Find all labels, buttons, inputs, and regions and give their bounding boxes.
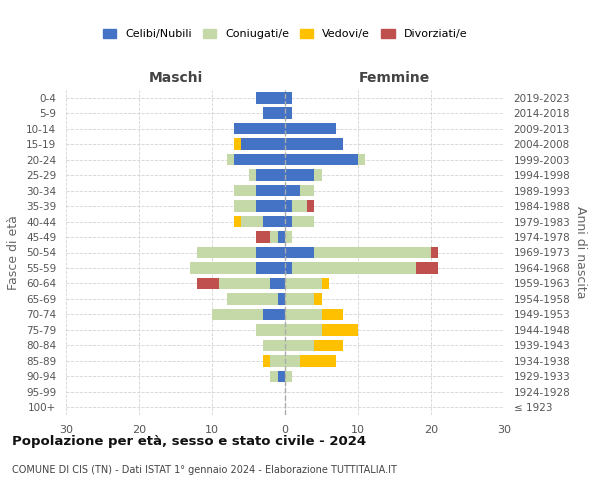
Bar (256, 92, 285, 104)
Bar (285, 170, 314, 181)
Bar (285, 231, 292, 243)
Bar (307, 200, 314, 212)
Bar (263, 340, 285, 351)
Y-axis label: Fasce di età: Fasce di età (7, 215, 20, 290)
Bar (285, 108, 292, 119)
Bar (431, 246, 438, 258)
Bar (322, 324, 358, 336)
Bar (322, 308, 343, 320)
Text: Maschi: Maschi (148, 71, 203, 85)
Bar (285, 138, 343, 150)
Bar (292, 200, 307, 212)
Bar (285, 154, 358, 166)
Bar (256, 246, 285, 258)
Bar (285, 216, 292, 228)
Bar (292, 216, 314, 228)
Bar (256, 231, 271, 243)
Bar (285, 92, 292, 104)
Text: Femmine: Femmine (359, 71, 430, 85)
Bar (234, 200, 256, 212)
Bar (256, 185, 285, 196)
Bar (292, 262, 416, 274)
Bar (314, 246, 431, 258)
Y-axis label: Anni di nascita: Anni di nascita (574, 206, 587, 298)
Bar (285, 200, 292, 212)
Bar (314, 340, 343, 351)
Bar (241, 216, 263, 228)
Bar (285, 262, 292, 274)
Bar (263, 216, 285, 228)
Bar (263, 108, 285, 119)
Bar (278, 370, 285, 382)
Bar (278, 231, 285, 243)
Bar (278, 293, 285, 304)
Bar (256, 324, 285, 336)
Bar (271, 278, 285, 289)
Bar (271, 370, 278, 382)
Bar (285, 355, 299, 366)
Bar (314, 170, 322, 181)
Bar (285, 246, 314, 258)
Bar (234, 216, 241, 228)
Bar (271, 231, 278, 243)
Bar (299, 355, 336, 366)
Text: Popolazione per età, sesso e stato civile - 2024: Popolazione per età, sesso e stato civil… (12, 435, 366, 448)
Bar (263, 308, 285, 320)
Bar (256, 200, 285, 212)
Bar (234, 154, 285, 166)
Bar (285, 324, 322, 336)
Bar (285, 308, 322, 320)
Bar (285, 340, 314, 351)
Bar (299, 185, 314, 196)
Bar (248, 170, 256, 181)
Bar (234, 185, 256, 196)
Bar (227, 293, 278, 304)
Bar (227, 154, 234, 166)
Text: COMUNE DI CIS (TN) - Dati ISTAT 1° gennaio 2024 - Elaborazione TUTTITALIA.IT: COMUNE DI CIS (TN) - Dati ISTAT 1° genna… (12, 465, 397, 475)
Bar (322, 278, 329, 289)
Bar (197, 278, 220, 289)
Bar (241, 138, 285, 150)
Bar (190, 262, 256, 274)
Bar (263, 355, 271, 366)
Bar (197, 246, 256, 258)
Bar (285, 123, 336, 134)
Bar (358, 154, 365, 166)
Bar (256, 262, 285, 274)
Bar (256, 170, 285, 181)
Bar (271, 355, 285, 366)
Bar (285, 370, 292, 382)
Bar (234, 138, 241, 150)
Bar (416, 262, 438, 274)
Bar (285, 185, 299, 196)
Bar (220, 278, 271, 289)
Bar (314, 293, 322, 304)
Legend: Celibi/Nubili, Coniugati/e, Vedovi/e, Divorziati/e: Celibi/Nubili, Coniugati/e, Vedovi/e, Di… (98, 24, 472, 44)
Bar (234, 123, 285, 134)
Bar (212, 308, 263, 320)
Bar (285, 293, 314, 304)
Bar (285, 278, 322, 289)
